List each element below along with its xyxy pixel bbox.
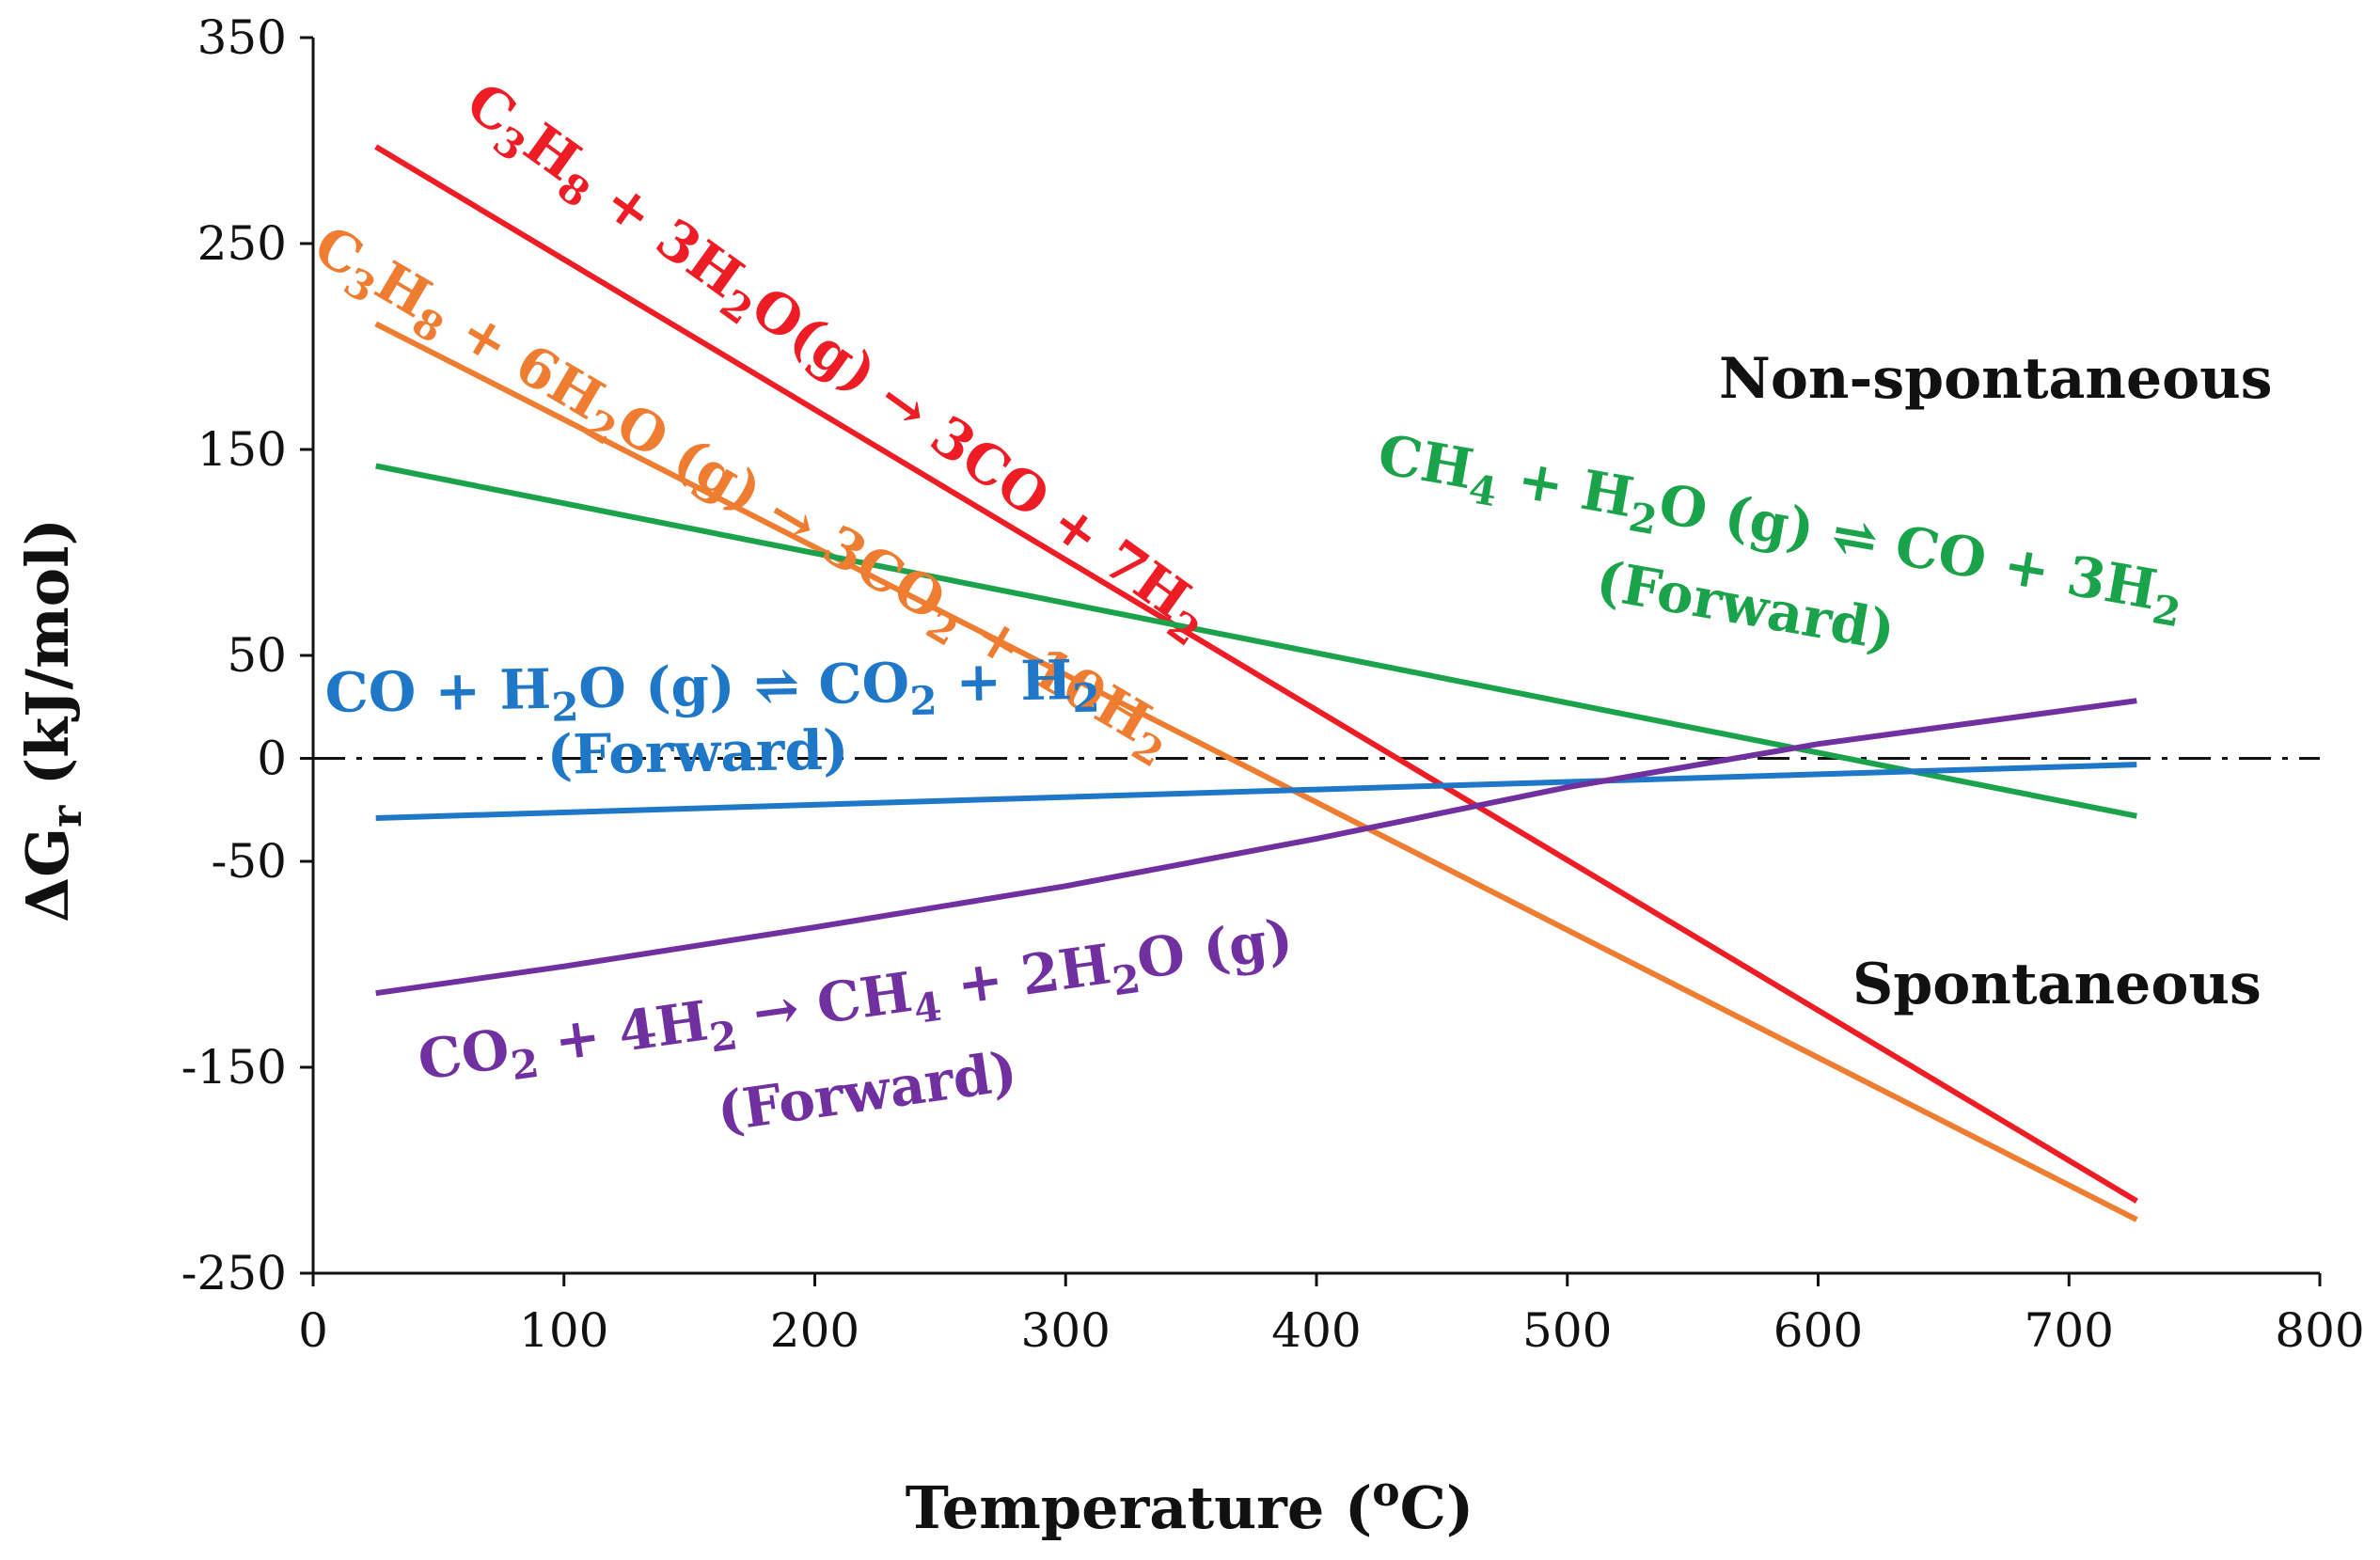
- y-tick-label: -50: [211, 834, 287, 889]
- x-tick-label: 100: [519, 1303, 608, 1358]
- y-tick-label: -150: [181, 1040, 287, 1095]
- y-tick-label: 0: [257, 732, 287, 786]
- series-lines: [313, 144, 2320, 1222]
- x-axis-title: Temperature (oC): [906, 1468, 1474, 1542]
- x-tick-label: 400: [1271, 1303, 1361, 1358]
- region-label-non-spontaneous: Non-spontaneous: [1719, 346, 2273, 412]
- series-line-c3h8-3h2o: [374, 144, 2138, 1204]
- y-tick-label: 250: [197, 216, 287, 271]
- x-tick-label: 700: [2025, 1303, 2114, 1358]
- y-tick-label: 350: [197, 10, 287, 65]
- series-line-wgs: [375, 762, 2137, 821]
- y-axis-title: ΔGr (kJ/mol): [13, 518, 91, 922]
- x-tick-label: 800: [2275, 1303, 2364, 1358]
- series-line-ch4-reforming: [375, 463, 2137, 819]
- annotation-wgs-forward: (Forward): [546, 717, 849, 787]
- y-tick-label: 50: [227, 628, 287, 683]
- series-line-methanation: [375, 698, 2137, 997]
- x-tick-label: 600: [1773, 1303, 1863, 1358]
- y-tick-label: 150: [197, 422, 287, 477]
- region-label-spontaneous: Spontaneous: [1852, 952, 2262, 1017]
- tick-labels: 0 100 200 300 400 500 600 700 800350250150500-50…: [181, 10, 2365, 1358]
- x-tick-label: 0: [298, 1303, 328, 1358]
- region-labels: Non-spontaneous Spontaneous: [1719, 346, 2273, 1017]
- axis-titles: Temperature (oC) ΔGr (kJ/mol): [13, 518, 1474, 1542]
- series-line-c3h8-6h2o: [374, 321, 2138, 1222]
- annotation-wgs: CO + H2O (g) ⇌ CO2 + H2: [324, 648, 1100, 734]
- x-tick-label: 200: [770, 1303, 859, 1358]
- x-tick-label: 300: [1021, 1303, 1111, 1358]
- x-tick-label: 500: [1522, 1303, 1612, 1358]
- annotation-methanation-forward: (Forward): [713, 1039, 1020, 1144]
- y-tick-label: -250: [181, 1246, 287, 1300]
